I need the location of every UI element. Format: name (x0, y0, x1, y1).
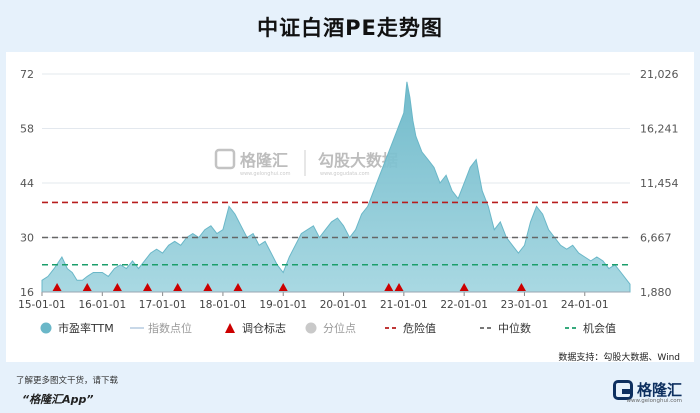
rebalance-marker (278, 283, 288, 291)
chart-title: 中证白酒PE走势图 (257, 16, 443, 40)
legend-label: 机会值 (583, 321, 616, 335)
watermark-left-sub: www.gelonghui.com (240, 171, 291, 177)
data-source: 数据支持：勾股大数据、Wind (558, 353, 680, 363)
x-tick-label: 22-01-01 (440, 299, 488, 311)
watermark-right: 勾股大数据 (318, 151, 398, 170)
pe-ttm-area (41, 81, 631, 293)
legend-symbol (305, 322, 317, 334)
x-tick-label: 18-01-01 (199, 299, 247, 311)
rebalance-marker (112, 283, 122, 291)
y-right-tick-label: 1,880 (640, 286, 672, 299)
y-left-tick-label: 16 (20, 286, 34, 299)
legend-label: 指数点位 (148, 321, 192, 335)
rebalance-marker (394, 283, 404, 291)
legend-label: 中位数 (498, 321, 531, 335)
logo-icon (612, 379, 633, 400)
rebalance-marker (233, 283, 243, 291)
watermark-right-sub: www.gogudata.com (320, 171, 370, 177)
footer-note: 了解更多图文干货，请下载 (16, 376, 119, 386)
watermark-left: 格隆汇 (240, 151, 288, 170)
y-left-tick-label: 58 (20, 123, 34, 136)
x-tick-label: 21-01-01 (380, 299, 428, 311)
brand-logo: 格隆汇 www.gelonghui.com (612, 379, 682, 404)
x-tick-label: 15-01-01 (18, 299, 66, 311)
x-tick-label: 24-01-01 (561, 299, 609, 311)
y-right-tick-label: 16,241 (640, 123, 679, 136)
y-left-tick-label: 72 (20, 68, 34, 81)
legend-symbol (40, 322, 52, 334)
rebalance-marker (52, 283, 62, 291)
chart-card (6, 52, 694, 362)
rebalance-marker (459, 283, 469, 291)
x-tick-label: 20-01-01 (320, 299, 368, 311)
legend-symbol (225, 323, 235, 333)
x-tick-label: 23-01-01 (501, 299, 549, 311)
watermark: 格隆汇 www.gelonghui.com 勾股大数据 www.gogudata… (214, 148, 398, 177)
x-tick-label: 17-01-01 (139, 299, 187, 311)
logo-text: 格隆汇 (636, 381, 682, 399)
legend-label: 市盈率TTM (58, 321, 114, 335)
y-left-tick-label: 44 (20, 177, 34, 190)
y-right-tick-label: 21,026 (640, 68, 679, 81)
rebalance-marker (384, 283, 394, 291)
x-tick-label: 19-01-01 (259, 299, 307, 311)
rebalance-marker (173, 283, 183, 291)
y-right-tick-label: 6,667 (640, 232, 672, 245)
y-right-tick-label: 11,454 (640, 177, 679, 190)
rebalance-marker (203, 283, 213, 291)
logo-url: www.gelonghui.com (626, 398, 682, 404)
legend-label: 调仓标志 (242, 321, 286, 335)
rebalance-marker (143, 283, 153, 291)
legend-label: 分位点 (323, 321, 356, 335)
y-left-tick-label: 30 (20, 232, 34, 245)
rebalance-marker (82, 283, 92, 291)
footer-app-name: “格隆汇App” (22, 393, 94, 406)
x-tick-label: 16-01-01 (78, 299, 126, 311)
legend-label: 危险值 (403, 321, 436, 335)
watermark-logo-icon (214, 148, 236, 170)
rebalance-marker (516, 283, 526, 291)
